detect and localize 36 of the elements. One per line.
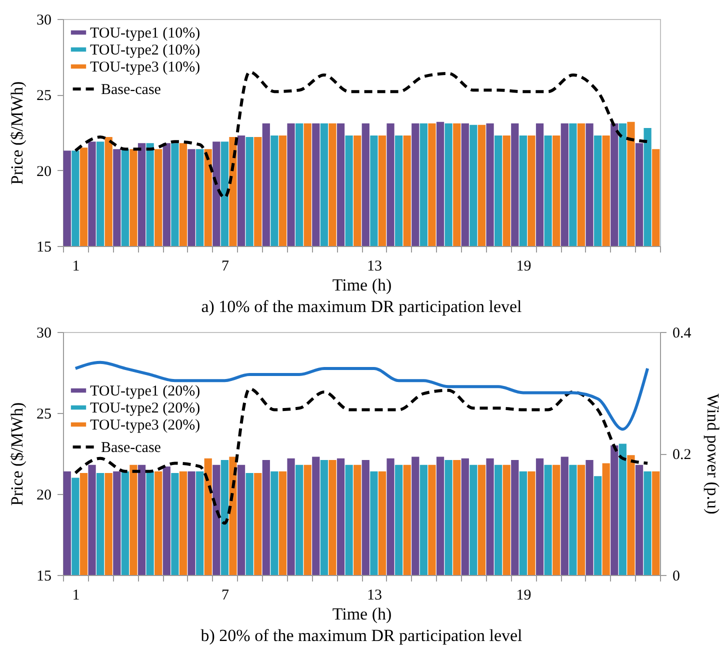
x-tick-label: 7	[221, 588, 230, 604]
legend-label: TOU-type2 (10%)	[90, 42, 200, 58]
y2-axis-title: Wind power (p.u)	[703, 394, 722, 514]
legend-label: TOU-type1 (10%)	[90, 26, 200, 42]
legend-label: Base-case	[101, 440, 162, 456]
text: b) 20% of the maximum DR participation level	[200, 626, 523, 645]
y2-tick-label: 0.2	[672, 447, 692, 463]
y-axis-title: Price ($/MWh)	[8, 402, 26, 506]
x-axis-title: Time (h)	[332, 604, 392, 624]
line-series	[74, 387, 650, 525]
y2-tick-label: 0	[672, 568, 680, 584]
x-tick-label: 7	[221, 258, 230, 274]
legend-label: TOU-type3 (20%)	[90, 418, 200, 434]
y-tick-label: 30	[36, 326, 52, 342]
y-tick-label: 30	[36, 12, 52, 28]
y-tick-label: 20	[36, 164, 52, 180]
legend-label: TOU-type1 (20%)	[90, 384, 200, 400]
y2-tick-label: 0.4	[672, 326, 692, 342]
line-series	[74, 360, 650, 431]
x-axis-title: Time (h)	[332, 276, 392, 294]
x-tick-label: 13	[366, 258, 382, 274]
y-tick-label: 15	[36, 240, 52, 256]
legend-label: TOU-type3 (10%)	[90, 60, 200, 76]
x-tick-label: 13	[366, 588, 382, 604]
y-tick-label: 25	[36, 406, 52, 422]
legend-label: TOU-type2 (20%)	[90, 400, 200, 416]
text: a) 10% of the maximum DR participation level	[201, 297, 522, 316]
y-tick-label: 25	[36, 88, 52, 104]
legend-label: Base-case	[101, 82, 162, 98]
y-axis-title: Price ($/MWh)	[8, 81, 26, 185]
x-tick-label: 1	[72, 258, 80, 274]
x-tick-label: 19	[516, 258, 532, 274]
y-tick-label: 20	[36, 488, 52, 504]
x-tick-label: 1	[72, 588, 80, 604]
y-tick-label: 15	[36, 568, 52, 584]
x-tick-label: 19	[516, 588, 532, 604]
